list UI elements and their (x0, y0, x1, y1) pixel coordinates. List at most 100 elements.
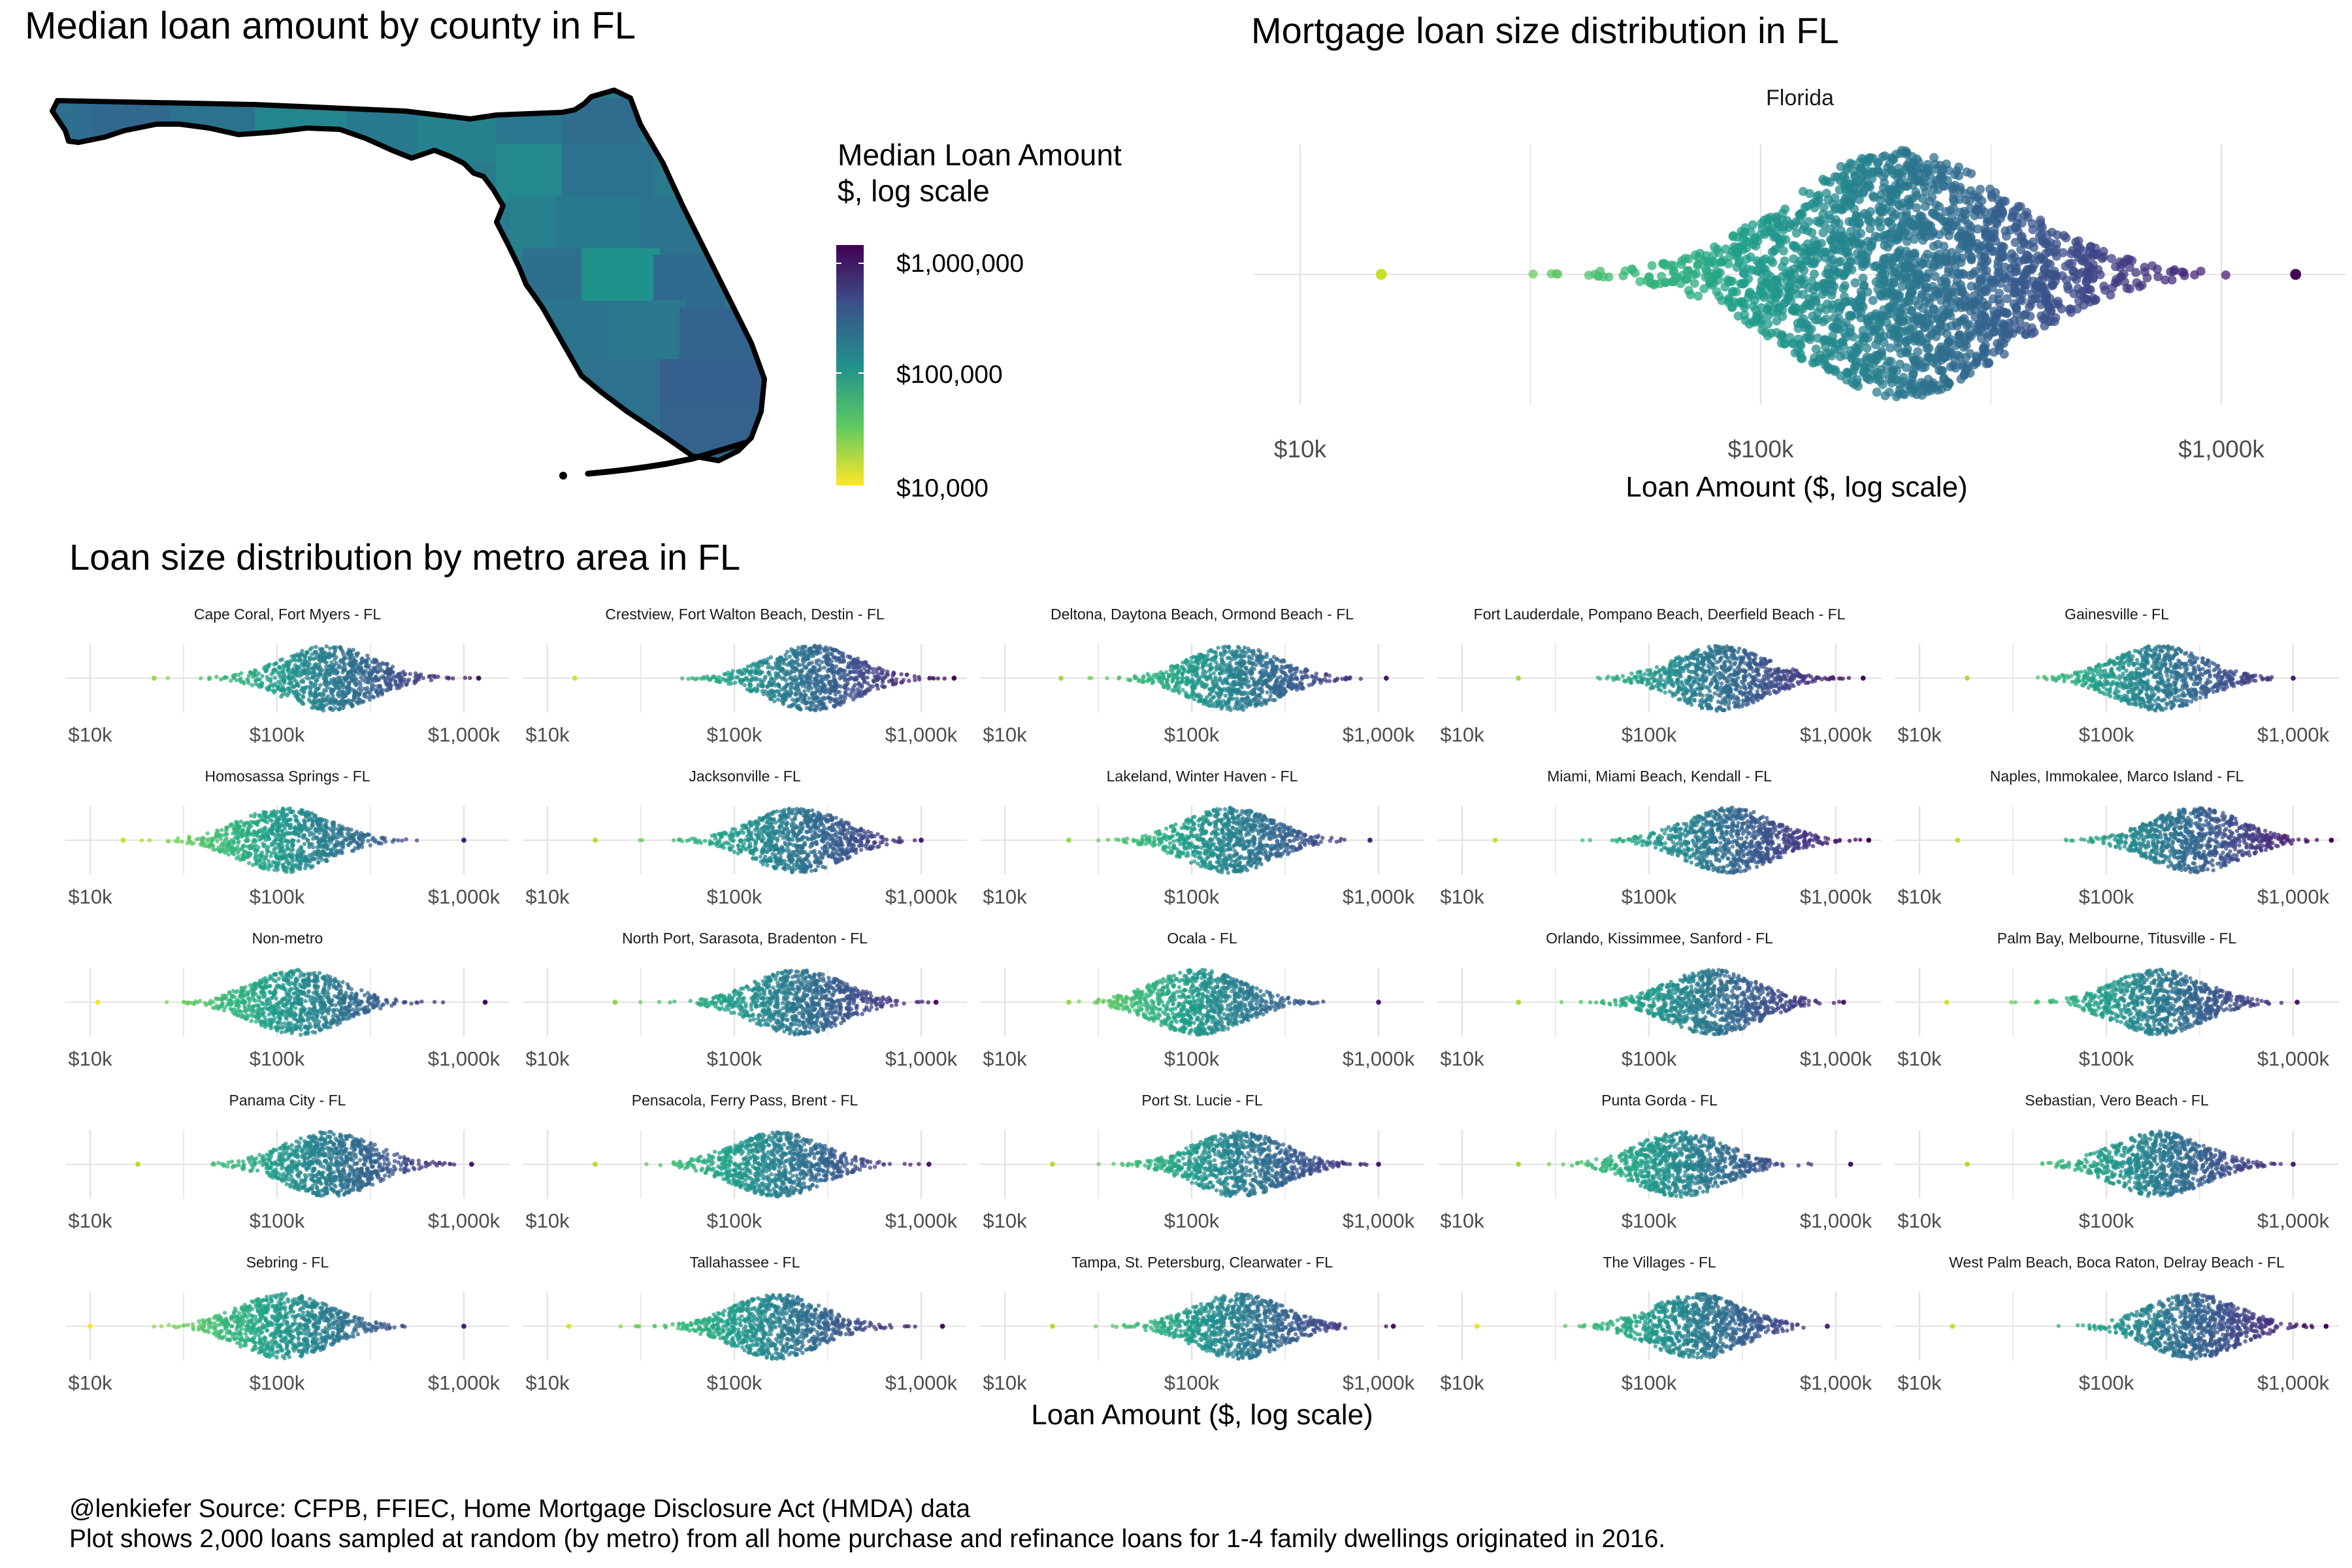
data-point (1908, 369, 1918, 379)
data-point (1811, 297, 1821, 306)
data-point (890, 678, 894, 683)
data-point (2010, 223, 2020, 232)
data-point (2002, 294, 2012, 304)
data-point (813, 691, 818, 695)
data-point (1605, 676, 1609, 681)
data-point (267, 685, 271, 690)
data-point (324, 660, 329, 665)
data-point (269, 672, 274, 677)
data-point (1763, 269, 1772, 279)
data-point (798, 672, 802, 677)
data-point (1237, 681, 1243, 686)
data-point (1982, 256, 1992, 266)
x-tick-label: $1,000k (2178, 436, 2264, 463)
data-point (1886, 343, 1895, 353)
data-point (1895, 291, 1904, 301)
data-point (295, 673, 300, 678)
data-point (813, 707, 817, 712)
data-point (298, 651, 303, 656)
data-point (1987, 246, 1997, 256)
legend-label-100000: $100,000 (896, 361, 1003, 389)
data-point (812, 682, 817, 687)
data-point (1821, 305, 1831, 314)
data-point (246, 674, 251, 678)
data-point (806, 680, 810, 685)
data-point (1893, 343, 1903, 353)
data-point (2057, 271, 2067, 281)
data-point (2002, 308, 2012, 318)
data-point (874, 683, 879, 687)
data-point (301, 695, 306, 700)
data-point (357, 692, 362, 696)
state-points (1375, 146, 2302, 402)
data-point (1829, 282, 1839, 291)
data-point (1238, 670, 1243, 674)
data-point (1987, 190, 1997, 200)
data-point (1966, 225, 1976, 235)
data-point (831, 672, 836, 676)
data-point (1905, 197, 1915, 206)
data-point (1814, 218, 1824, 227)
data-point (1233, 671, 1238, 676)
data-point (1728, 232, 1738, 241)
data-point (1693, 291, 1703, 301)
data-point (331, 669, 335, 674)
data-point (1797, 319, 1806, 329)
data-point (389, 683, 393, 688)
data-point (1288, 685, 1292, 689)
data-point (314, 645, 318, 649)
data-point (1925, 293, 1935, 303)
data-point (876, 677, 881, 681)
data-point (1901, 347, 1910, 357)
data-point (715, 678, 719, 682)
data-point (1768, 257, 1778, 267)
data-point (1731, 244, 1740, 253)
data-point (287, 686, 292, 691)
data-point (347, 701, 351, 706)
data-point (378, 684, 383, 689)
data-point (1733, 311, 1743, 321)
data-point (1850, 177, 1860, 187)
facet-title: Florida (1766, 86, 1834, 110)
data-point (302, 689, 306, 694)
data-point (1203, 698, 1207, 702)
data-point (1882, 281, 1891, 291)
data-point (1193, 655, 1198, 660)
data-point (1989, 327, 1999, 336)
data-point (701, 675, 706, 679)
data-point (1965, 238, 1974, 248)
data-point (1899, 317, 1908, 327)
data-point (776, 682, 780, 687)
data-point (819, 679, 824, 684)
data-point (1902, 212, 1912, 221)
data-point (1197, 677, 1202, 681)
data-point (864, 669, 869, 674)
data-point (280, 685, 286, 689)
data-point (1824, 210, 1834, 220)
data-point (1265, 690, 1269, 695)
data-point (1789, 254, 1799, 264)
data-point (733, 680, 738, 685)
data-point (1180, 679, 1184, 684)
data-point (1238, 654, 1243, 659)
data-point (245, 678, 250, 682)
data-point (316, 674, 321, 679)
data-point (1895, 308, 1905, 318)
data-point (1906, 324, 1916, 334)
data-point (840, 694, 845, 699)
data-point (768, 672, 772, 677)
data-point (2106, 290, 2115, 300)
data-point (1723, 277, 1733, 287)
data-point (1791, 241, 1801, 251)
data-point (720, 676, 725, 681)
data-point (1220, 645, 1226, 650)
data-point (818, 691, 823, 696)
data-point (1676, 259, 1686, 269)
data-point (1278, 675, 1283, 679)
data-point (276, 679, 281, 684)
data-point (1755, 311, 1765, 320)
x-tick-label: $100k (1728, 436, 1794, 463)
data-point (1266, 674, 1271, 679)
state-panel-title: Mortgage loan size distribution in FL (1251, 9, 1839, 52)
data-point (1972, 327, 1982, 337)
